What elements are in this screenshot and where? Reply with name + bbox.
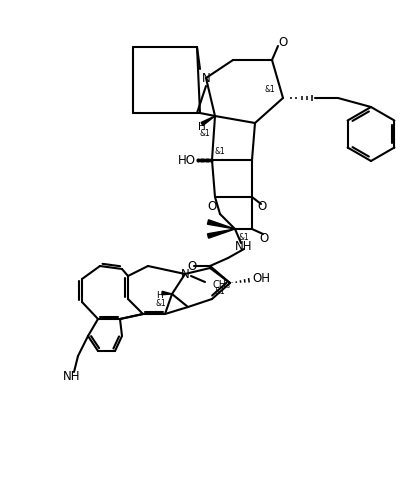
Text: O: O	[259, 231, 269, 244]
Text: O: O	[187, 260, 197, 273]
Polygon shape	[207, 220, 235, 229]
Text: &1: &1	[265, 85, 275, 94]
Polygon shape	[201, 116, 215, 125]
Text: N: N	[202, 72, 210, 85]
Text: H: H	[198, 122, 206, 132]
Polygon shape	[162, 291, 172, 295]
Text: N: N	[181, 268, 189, 281]
Text: HO: HO	[178, 154, 196, 166]
Text: O: O	[279, 35, 288, 48]
Text: NH: NH	[63, 369, 81, 383]
Text: CH₃: CH₃	[213, 280, 231, 290]
Text: &1: &1	[215, 147, 225, 156]
Text: &1: &1	[156, 299, 166, 308]
Text: &1: &1	[200, 130, 210, 139]
Text: NH: NH	[235, 239, 253, 253]
Text: &1: &1	[215, 287, 225, 296]
Text: H: H	[157, 291, 163, 300]
Text: O: O	[257, 201, 266, 214]
Text: OH: OH	[252, 273, 270, 285]
Text: O: O	[207, 200, 216, 213]
Polygon shape	[207, 229, 235, 238]
Text: &1: &1	[239, 232, 249, 241]
